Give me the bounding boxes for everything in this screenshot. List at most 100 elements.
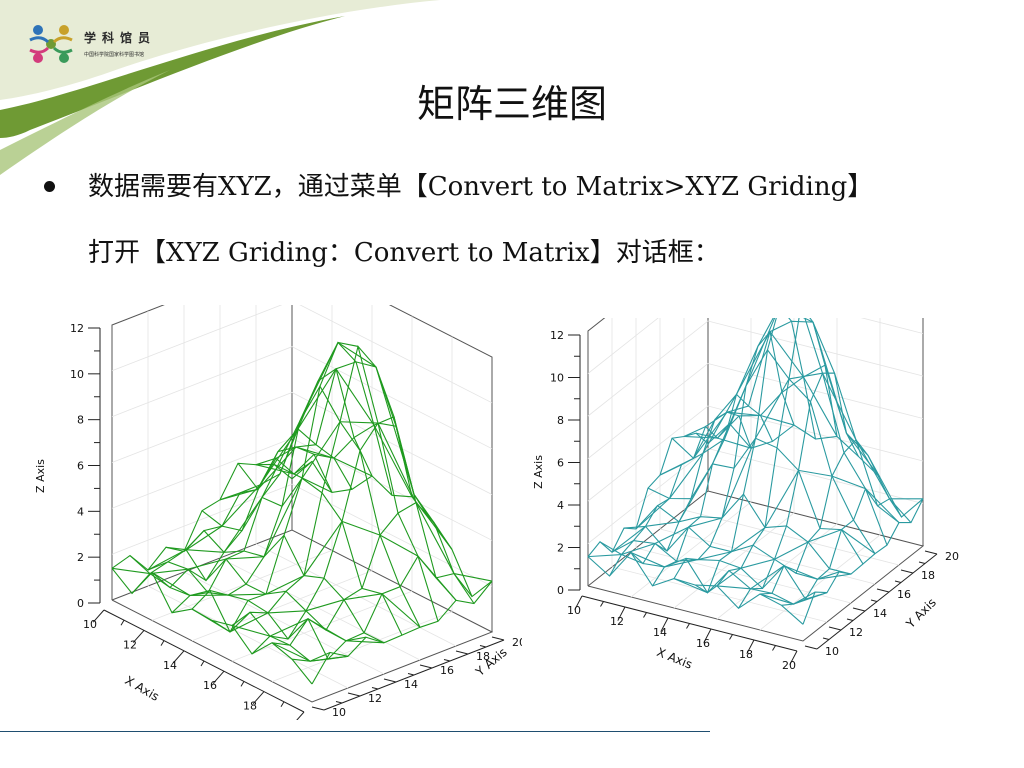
y-tick-label: 10 (825, 645, 839, 658)
surface-diagonal (702, 394, 737, 454)
surface-diagonal (711, 385, 747, 465)
z-tick-label: 0 (557, 584, 564, 597)
surface-diagonal (187, 558, 227, 570)
surface-line (587, 551, 804, 625)
chart-right-3d-wireframe: 0 2 4 6 8 10 12 Z Axis 10 12 14 16 18 20 X Axis 10 12 14 1… (532, 318, 959, 672)
chart-left-3d-wireframe: 0 2 4 6 8 10 12 Z Axis 10 12 14 16 18 20 X Axis 10 12 14 1… (34, 305, 522, 720)
surface-diagonal (769, 331, 804, 378)
y-tick-label: 18 (476, 650, 490, 663)
y-minor-tick (846, 618, 854, 621)
surface-diagonal (309, 655, 349, 662)
surface-diagonal (221, 484, 261, 527)
x-minor-tick (280, 701, 285, 708)
floor-gridline (183, 571, 385, 675)
surface-diagonal (305, 599, 345, 612)
y-minor-tick (443, 659, 451, 662)
floor-gridline (255, 543, 457, 647)
surface-diagonal (299, 342, 339, 422)
y-tick-label: 20 (512, 636, 522, 649)
surface-diagonal (621, 542, 656, 556)
surface-diagonal (345, 640, 385, 644)
z-tick-label: 4 (557, 499, 564, 512)
surface-diagonal (841, 529, 876, 555)
y-tick (828, 626, 842, 631)
surface-diagonal (269, 618, 309, 637)
x-tick (703, 628, 712, 643)
bottom-rule (0, 731, 710, 732)
surface-diagonal (673, 578, 708, 594)
floor-gridline (191, 570, 373, 642)
surface-line (802, 498, 924, 625)
surface-diagonal (630, 552, 665, 568)
surface-diagonal (263, 478, 303, 557)
surface-diagonal (807, 529, 842, 543)
back-wall-y (111, 305, 165, 600)
surface-diagonal (659, 457, 694, 476)
x-tick-label: 12 (123, 638, 137, 651)
slide-title: 矩阵三维图 (416, 82, 607, 126)
wall-gridline (111, 392, 493, 495)
y-minor-tick (479, 645, 487, 648)
y-minor-tick (870, 599, 878, 602)
surface-mesh (111, 341, 493, 685)
z-tick-label: 2 (557, 542, 564, 555)
y-minor-tick (894, 580, 902, 583)
x-tick-label: 16 (203, 679, 217, 692)
surface-diagonal (697, 551, 732, 561)
surface-diagonal (415, 502, 455, 574)
surface-diagonal (750, 565, 785, 590)
x-tick (296, 711, 305, 720)
surface-diagonal (185, 549, 225, 553)
bullet-dot (44, 181, 55, 192)
x-minor-tick (240, 681, 245, 687)
y-tick (455, 650, 469, 655)
floor-gridline (659, 528, 876, 585)
floor-gridline (271, 611, 453, 682)
x-tick-label: 14 (653, 626, 667, 639)
y-tick (876, 588, 890, 593)
surface-diagonal (111, 567, 151, 575)
y-tick (491, 636, 505, 641)
x-minor-tick (729, 634, 733, 640)
surface-diagonal (822, 372, 857, 441)
surface-diagonal (745, 318, 776, 387)
y-tick-label: 12 (849, 626, 863, 639)
x-tick (574, 595, 583, 610)
wall-gridline (587, 405, 924, 502)
z-tick-label: 6 (77, 460, 84, 473)
x-axis-label: X Axis (123, 673, 162, 704)
surface-diagonal (261, 420, 301, 498)
surface-diagonal (798, 469, 833, 477)
surface-diagonal (855, 439, 890, 500)
x-tick (789, 650, 798, 665)
x-minor-tick (686, 623, 690, 629)
surface-diagonal (219, 488, 259, 501)
surface-diagonal (183, 525, 223, 552)
wall-gridline (587, 363, 924, 459)
floor-gridline (147, 585, 349, 689)
y-tick (347, 692, 361, 697)
y-minor-tick (822, 637, 830, 640)
z-axis-label: Z Axis (532, 455, 545, 489)
floor-gridline (716, 523, 838, 620)
surface-line (255, 361, 457, 601)
surface-diagonal (788, 372, 823, 380)
y-tick-label: 18 (921, 569, 935, 582)
surface-diagonal (716, 585, 751, 590)
x-tick-label: 20 (782, 659, 796, 672)
z-tick-label: 8 (557, 414, 564, 427)
surface-diagonal (335, 368, 375, 426)
x-tick-label: 18 (243, 700, 257, 713)
surface-diagonal (846, 432, 881, 478)
surface-diagonal (812, 321, 848, 434)
z-tick-label: 10 (70, 368, 84, 381)
z-tick-label: 12 (70, 322, 84, 335)
z-tick-label: 8 (77, 414, 84, 427)
surface-diagonal (191, 608, 231, 633)
surface-diagonal (865, 488, 900, 524)
wall-gridline (587, 320, 924, 417)
z-tick-label: 10 (550, 372, 564, 385)
surface-diagonal (343, 593, 383, 601)
x-tick (92, 609, 105, 623)
x-tick (252, 691, 265, 705)
